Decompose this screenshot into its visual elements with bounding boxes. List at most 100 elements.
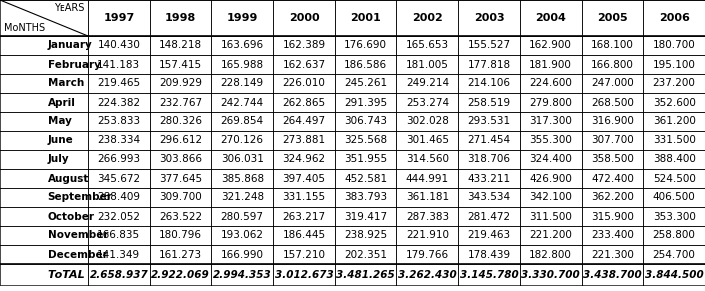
Text: 209.929: 209.929 [159, 79, 202, 88]
Text: 324.400: 324.400 [529, 155, 572, 164]
Text: 157.210: 157.210 [283, 249, 326, 260]
Text: 288.409: 288.409 [97, 193, 140, 203]
Text: 1998: 1998 [165, 13, 196, 23]
Text: 331.500: 331.500 [653, 136, 696, 146]
Text: 351.955: 351.955 [344, 155, 387, 164]
Text: 2.658.937: 2.658.937 [90, 269, 148, 279]
Text: 306.743: 306.743 [344, 116, 387, 127]
Text: 3.844.500: 3.844.500 [645, 269, 704, 279]
Text: 3.012.673: 3.012.673 [274, 269, 333, 279]
Text: 273.881: 273.881 [283, 136, 326, 146]
Text: August: August [47, 173, 89, 184]
Text: 263.522: 263.522 [159, 212, 202, 221]
Text: 385.868: 385.868 [221, 173, 264, 184]
Text: 296.612: 296.612 [159, 136, 202, 146]
Text: 293.531: 293.531 [467, 116, 510, 127]
Text: 377.645: 377.645 [159, 173, 202, 184]
Text: 262.865: 262.865 [283, 97, 326, 107]
Text: 270.126: 270.126 [221, 136, 264, 146]
Text: 319.417: 319.417 [344, 212, 387, 221]
Text: 237.200: 237.200 [653, 79, 696, 88]
Text: 202.351: 202.351 [344, 249, 387, 260]
Text: 524.500: 524.500 [653, 173, 696, 184]
Text: June: June [47, 136, 73, 146]
Text: 238.334: 238.334 [97, 136, 140, 146]
Text: 181.900: 181.900 [529, 59, 572, 70]
Text: 161.273: 161.273 [159, 249, 202, 260]
Text: 2.922.069: 2.922.069 [151, 269, 210, 279]
Text: 301.465: 301.465 [406, 136, 449, 146]
Text: 426.900: 426.900 [529, 173, 572, 184]
Text: July: July [47, 155, 69, 164]
Text: 221.300: 221.300 [591, 249, 634, 260]
Text: 180.796: 180.796 [159, 230, 202, 240]
Text: 316.900: 316.900 [591, 116, 634, 127]
Text: 383.793: 383.793 [344, 193, 387, 203]
Text: 226.010: 226.010 [283, 79, 326, 88]
Text: 307.700: 307.700 [591, 136, 634, 146]
Text: 193.062: 193.062 [221, 230, 264, 240]
Text: 266.993: 266.993 [97, 155, 140, 164]
Text: 168.100: 168.100 [591, 40, 634, 51]
Text: 162.389: 162.389 [283, 40, 326, 51]
Text: 3.438.700: 3.438.700 [583, 269, 642, 279]
Text: 177.818: 177.818 [467, 59, 510, 70]
Text: 342.100: 342.100 [529, 193, 572, 203]
Text: 140.430: 140.430 [97, 40, 140, 51]
Text: 321.248: 321.248 [221, 193, 264, 203]
Text: 311.500: 311.500 [529, 212, 572, 221]
Text: 219.463: 219.463 [467, 230, 510, 240]
Text: 242.744: 242.744 [221, 97, 264, 107]
Text: 2002: 2002 [412, 13, 443, 23]
Text: 221.910: 221.910 [406, 230, 449, 240]
Text: 280.326: 280.326 [159, 116, 202, 127]
Text: 345.672: 345.672 [97, 173, 140, 184]
Text: 157.415: 157.415 [159, 59, 202, 70]
Text: 249.214: 249.214 [406, 79, 449, 88]
Text: 258.519: 258.519 [467, 97, 510, 107]
Text: 141.183: 141.183 [97, 59, 140, 70]
Text: March: March [47, 79, 84, 88]
Text: 302.028: 302.028 [406, 116, 449, 127]
Text: 163.696: 163.696 [221, 40, 264, 51]
Text: 263.217: 263.217 [283, 212, 326, 221]
Text: MᴏNTHS: MᴏNTHS [4, 23, 44, 33]
Text: 221.200: 221.200 [529, 230, 572, 240]
Text: 331.155: 331.155 [283, 193, 326, 203]
Text: 361.181: 361.181 [406, 193, 449, 203]
Text: 358.500: 358.500 [591, 155, 634, 164]
Text: 318.706: 318.706 [467, 155, 510, 164]
Text: 309.700: 309.700 [159, 193, 202, 203]
Text: 2004: 2004 [535, 13, 566, 23]
Text: 162.900: 162.900 [529, 40, 572, 51]
Text: 166.800: 166.800 [591, 59, 634, 70]
Text: 315.900: 315.900 [591, 212, 634, 221]
Text: 232.767: 232.767 [159, 97, 202, 107]
Text: 1999: 1999 [226, 13, 258, 23]
Text: 181.005: 181.005 [406, 59, 449, 70]
Text: 355.300: 355.300 [529, 136, 572, 146]
Text: November: November [47, 230, 108, 240]
Text: 352.600: 352.600 [653, 97, 696, 107]
Text: 281.472: 281.472 [467, 212, 510, 221]
Text: 362.200: 362.200 [591, 193, 634, 203]
Text: 166.990: 166.990 [221, 249, 264, 260]
Text: 214.106: 214.106 [467, 79, 510, 88]
Text: 166.835: 166.835 [97, 230, 140, 240]
Text: 3.481.265: 3.481.265 [336, 269, 395, 279]
Text: February: February [47, 59, 100, 70]
Text: 280.597: 280.597 [221, 212, 264, 221]
Text: 444.991: 444.991 [406, 173, 449, 184]
Text: 245.261: 245.261 [344, 79, 387, 88]
Text: TᴏTAL: TᴏTAL [47, 269, 85, 279]
Text: 179.766: 179.766 [406, 249, 449, 260]
Text: May: May [47, 116, 71, 127]
Text: 2000: 2000 [288, 13, 319, 23]
Text: YᴇARS: YᴇARS [54, 3, 85, 13]
Text: 254.700: 254.700 [653, 249, 696, 260]
Text: 324.962: 324.962 [283, 155, 326, 164]
Text: 195.100: 195.100 [653, 59, 696, 70]
Text: 279.800: 279.800 [529, 97, 572, 107]
Text: 258.800: 258.800 [653, 230, 696, 240]
Text: 406.500: 406.500 [653, 193, 696, 203]
